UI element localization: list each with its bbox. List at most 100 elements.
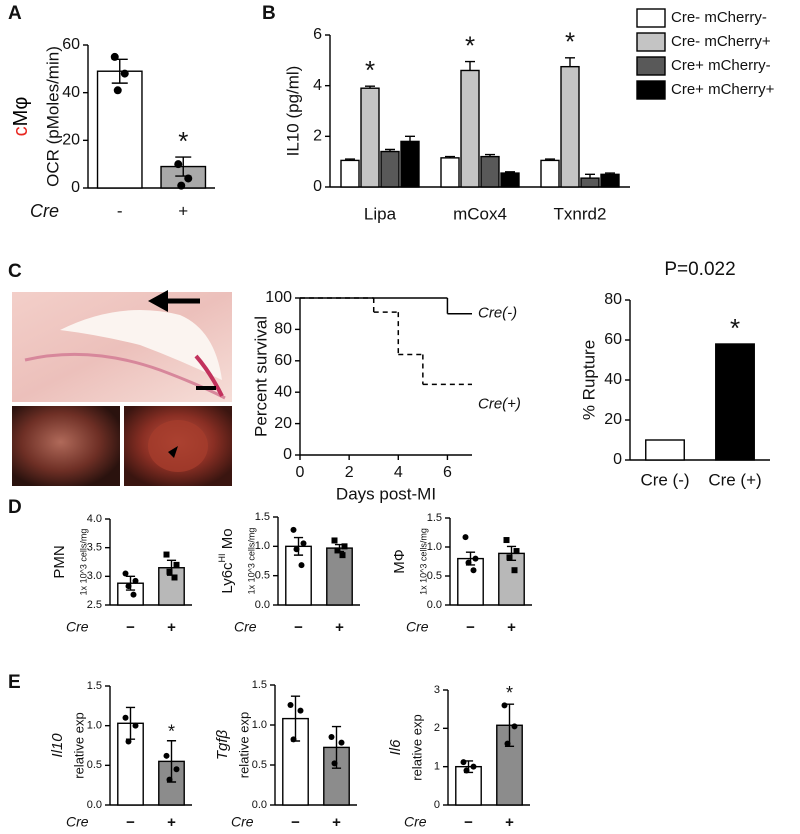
legend-label: Cre- mCherry- bbox=[671, 9, 767, 26]
y-tick-label: 3.0 bbox=[87, 570, 102, 582]
y-tick-label: 80 bbox=[274, 321, 292, 338]
y-axis-label: Ly6cHI Mo bbox=[217, 528, 236, 593]
y-axis-label: Tgfβ bbox=[214, 729, 231, 760]
x-tick-label: − bbox=[126, 814, 135, 831]
y-tick-label: 0.5 bbox=[427, 570, 442, 582]
x-axis-label: Cre bbox=[30, 201, 59, 221]
annotation: * bbox=[506, 683, 513, 703]
y-tick-label: 0.0 bbox=[252, 799, 267, 811]
y-axis-label: MΦ bbox=[391, 549, 408, 573]
data-point bbox=[166, 568, 173, 575]
annotation: * bbox=[465, 30, 475, 60]
y-tick-label: 3.5 bbox=[87, 542, 102, 554]
y-axis-label: OCR (pMoles/min) bbox=[43, 46, 62, 187]
x-tick-label: + bbox=[178, 201, 188, 220]
data-point bbox=[460, 759, 467, 766]
data-point bbox=[511, 723, 518, 730]
data-point bbox=[120, 69, 129, 78]
bar bbox=[360, 87, 380, 188]
data-point bbox=[334, 547, 341, 554]
legend-swatch bbox=[636, 32, 666, 52]
x-tick-label: Txnrd2 bbox=[554, 204, 607, 223]
y-tick-label: 3 bbox=[434, 684, 440, 696]
error-bar bbox=[293, 536, 304, 556]
x-axis-label: Cre bbox=[231, 814, 254, 830]
y-tick-label: 0.5 bbox=[87, 759, 102, 771]
y-tick-label: 1.0 bbox=[255, 540, 270, 552]
x-tick-label: mCox4 bbox=[453, 204, 507, 223]
data-point bbox=[177, 181, 186, 190]
y-tick-label: 0 bbox=[71, 179, 80, 196]
annotation: * bbox=[730, 313, 740, 343]
y-tick-label: 0.5 bbox=[252, 759, 267, 771]
y-tick-label: 2 bbox=[434, 722, 440, 734]
data-point bbox=[465, 559, 472, 566]
data-point bbox=[173, 561, 180, 568]
y-tick-label: 6 bbox=[313, 26, 322, 43]
y-tick-label: 4.0 bbox=[87, 513, 102, 525]
bar bbox=[715, 343, 755, 461]
y-tick-label: 40 bbox=[62, 84, 80, 101]
data-point bbox=[287, 702, 294, 708]
annotation: * bbox=[565, 27, 575, 57]
x-tick-label: - bbox=[117, 201, 123, 220]
x-tick-label: + bbox=[167, 619, 176, 636]
data-point bbox=[163, 752, 170, 759]
data-point bbox=[290, 736, 297, 743]
y-tick-label: 4 bbox=[313, 77, 322, 94]
y-axis-label: PMN bbox=[51, 545, 68, 578]
bar bbox=[380, 150, 400, 188]
data-point bbox=[130, 591, 137, 598]
y-tick-label: 40 bbox=[604, 371, 622, 388]
y-axis-sublabel: relative exp bbox=[71, 712, 86, 778]
data-point bbox=[290, 526, 297, 533]
data-point bbox=[173, 766, 180, 773]
side-label: cMφ bbox=[10, 97, 32, 137]
x-tick-label: + bbox=[507, 619, 516, 636]
y-tick-label: 0.0 bbox=[87, 799, 102, 811]
annotation: * bbox=[168, 721, 175, 741]
side-label-part: Mφ bbox=[10, 97, 32, 127]
y-axis-label-part: HI bbox=[217, 553, 227, 562]
data-point bbox=[298, 562, 305, 569]
data-point bbox=[472, 555, 479, 562]
y-axis-label: Il6 bbox=[387, 739, 404, 756]
heart-photo bbox=[12, 406, 232, 486]
panel-label: E bbox=[8, 672, 21, 693]
y-tick-label: 1.0 bbox=[427, 541, 442, 553]
y-tick-label: 1.5 bbox=[427, 512, 442, 524]
y-tick-label: 60 bbox=[274, 352, 292, 369]
chart-title: P=0.022 bbox=[664, 259, 735, 280]
y-axis-label: Il10 bbox=[49, 733, 66, 758]
y-tick-label: 60 bbox=[604, 331, 622, 348]
bar bbox=[457, 557, 484, 606]
bar bbox=[600, 173, 620, 188]
data-point bbox=[293, 546, 300, 553]
x-tick-label: + bbox=[332, 814, 341, 831]
x-axis-label: Cre bbox=[404, 814, 427, 830]
y-tick-label: 0 bbox=[313, 178, 322, 195]
data-point bbox=[341, 543, 348, 550]
data-point bbox=[328, 734, 335, 740]
y-tick-label: 2.5 bbox=[87, 599, 102, 611]
legend-label: Cre+ mCherry- bbox=[671, 57, 771, 74]
y-axis-sublabel: 1x 10^3 cells/mg bbox=[418, 528, 428, 595]
data-point bbox=[470, 763, 477, 770]
data-point bbox=[174, 160, 183, 169]
x-tick-label: + bbox=[167, 814, 176, 831]
data-point bbox=[331, 537, 338, 544]
y-axis-sublabel: 1x 10^3 cells/mg bbox=[78, 529, 88, 596]
data-point bbox=[166, 776, 173, 783]
x-tick-label: 2 bbox=[345, 464, 354, 481]
legend-swatch bbox=[636, 56, 666, 76]
panel-label: A bbox=[8, 3, 22, 24]
data-point bbox=[462, 534, 469, 541]
bar bbox=[645, 439, 685, 461]
y-tick-label: 0 bbox=[434, 799, 440, 811]
y-axis-sublabel: relative exp bbox=[236, 712, 251, 778]
x-tick-label: − bbox=[126, 619, 135, 636]
series-label: Cre(+) bbox=[478, 395, 521, 412]
x-tick-label: Cre (+) bbox=[708, 470, 761, 489]
bar bbox=[400, 140, 420, 188]
x-axis-label: Cre bbox=[234, 619, 257, 635]
